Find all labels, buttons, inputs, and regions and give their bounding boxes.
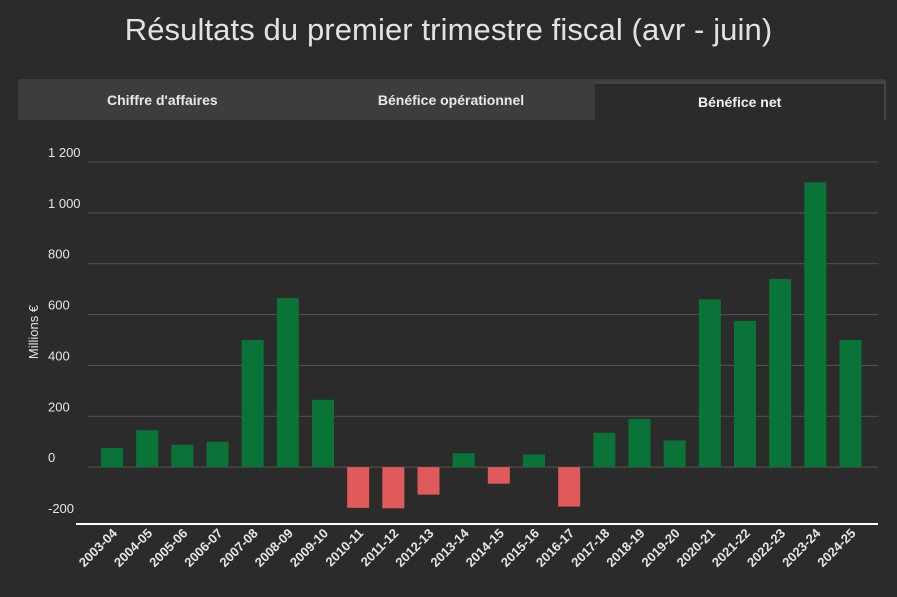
x-tick-label: 2010-11 [322, 526, 366, 570]
bar [452, 453, 475, 468]
y-tick-label: 200 [48, 399, 70, 414]
x-tick-label: 2021-22 [709, 526, 753, 570]
bar [804, 182, 827, 468]
x-tick-label: 2015-16 [498, 526, 542, 570]
bar [698, 299, 721, 468]
x-tick-label: 2016-17 [533, 526, 577, 570]
bar [839, 340, 862, 468]
y-tick-label: -200 [48, 501, 74, 516]
y-tick-label: 1 000 [48, 196, 81, 211]
bar-chart: -200 0 200 400 600 800 1 000 1 200 Millions € 200… [26, 145, 878, 570]
bar [558, 467, 581, 507]
bar [769, 278, 792, 468]
x-tick-label: 2012-13 [392, 526, 436, 570]
y-tick-label: 0 [48, 450, 55, 465]
tab-revenue[interactable]: Chiffre d'affaires [106, 91, 218, 108]
bar [171, 444, 194, 468]
x-tick-label: 2009-10 [287, 526, 331, 570]
x-tick-label: 2019-20 [638, 526, 682, 570]
bar [734, 320, 756, 468]
bar [276, 298, 299, 468]
x-tick-label: 2007-08 [216, 526, 260, 570]
y-tick-label: 400 [48, 348, 70, 363]
x-tick-label: 2020-21 [674, 526, 718, 570]
bar [663, 440, 686, 468]
y-tick-label: 1 200 [48, 145, 81, 160]
x-tick-label: 2018-19 [603, 526, 647, 570]
bar [382, 467, 405, 509]
tab-bar: Chiffre d'affaires Bénéfice opérationnel… [18, 79, 887, 120]
bar [347, 467, 370, 508]
bar [241, 340, 264, 468]
bar [136, 430, 159, 468]
bar [101, 448, 123, 468]
bar [593, 432, 616, 468]
tab-net-profit[interactable]: Bénéfice net [595, 81, 887, 120]
bar [417, 467, 440, 495]
x-tick-label: 2014-15 [463, 526, 507, 570]
y-axis-title: Millions € [26, 304, 41, 359]
y-tick-label: 600 [48, 298, 70, 313]
bar [487, 467, 510, 484]
x-tick-label: 2006-07 [181, 526, 225, 570]
bar [628, 418, 651, 468]
x-tick-label: 2022-23 [744, 526, 788, 570]
y-tick-label: 800 [48, 247, 70, 262]
page-title: Résultats du premier trimestre fiscal (a… [124, 12, 773, 47]
x-tick-label: 2017-18 [568, 526, 612, 570]
x-tick-label: 2008-09 [252, 526, 296, 570]
x-tick-label: 2005-06 [146, 526, 190, 570]
x-tick-label: 2024-25 [814, 526, 858, 570]
bar [206, 441, 229, 468]
bar [523, 454, 545, 468]
x-tick-label: 2004-05 [111, 526, 155, 570]
bar [312, 399, 334, 468]
tab-operating-profit[interactable]: Bénéfice opérationnel [377, 91, 525, 108]
